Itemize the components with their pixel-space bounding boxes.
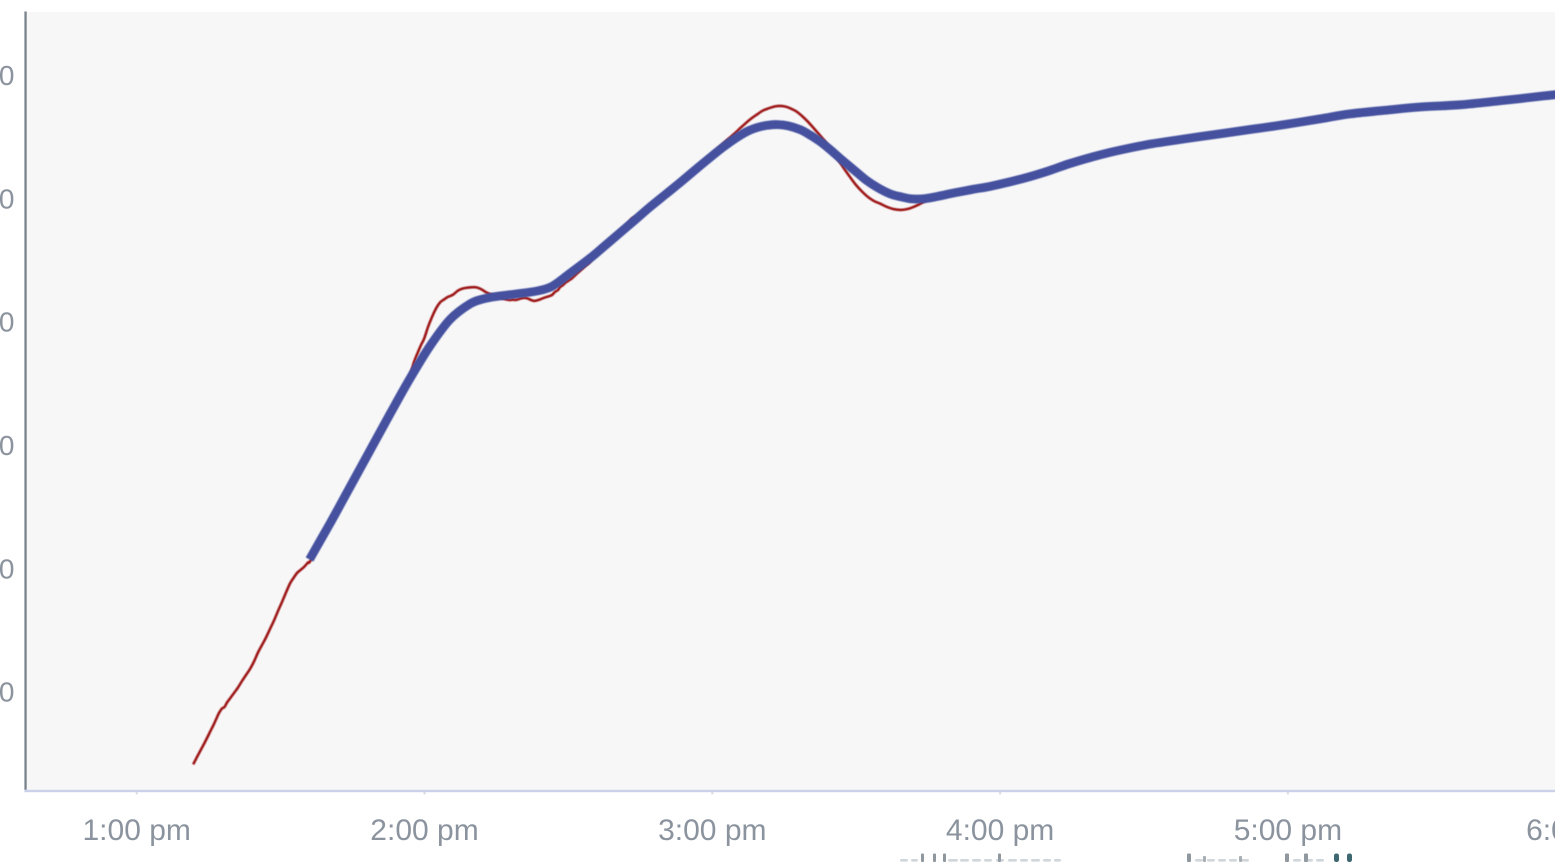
svg-text:5:00 pm: 5:00 pm bbox=[1234, 814, 1342, 847]
svg-text:4:00 pm: 4:00 pm bbox=[946, 814, 1054, 847]
svg-text:6:00 pm: 6:00 pm bbox=[1526, 814, 1555, 847]
svg-text:0: 0 bbox=[0, 183, 15, 214]
svg-text:2:00 pm: 2:00 pm bbox=[370, 814, 478, 847]
svg-text:0: 0 bbox=[0, 307, 15, 338]
svg-text:0: 0 bbox=[0, 430, 15, 461]
svg-text:0: 0 bbox=[0, 60, 15, 91]
svg-text:0: 0 bbox=[0, 677, 15, 708]
svg-text:3:00 pm: 3:00 pm bbox=[658, 814, 766, 847]
svg-text:0: 0 bbox=[0, 553, 15, 584]
svg-text:1:00 pm: 1:00 pm bbox=[82, 814, 190, 847]
